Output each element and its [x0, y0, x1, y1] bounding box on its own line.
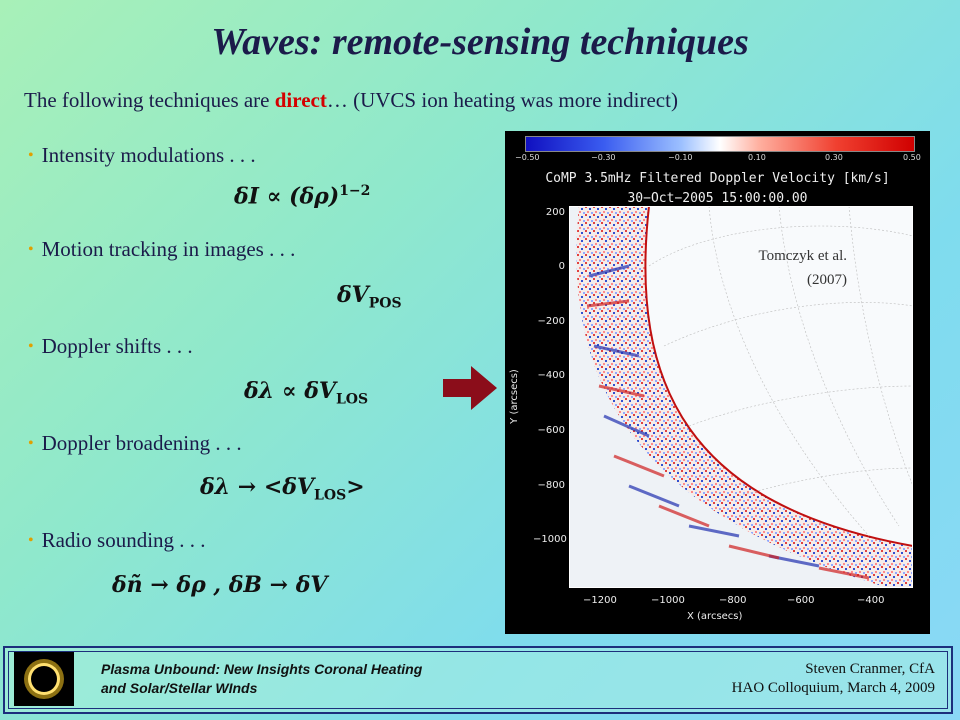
y-tick: 0 — [558, 261, 565, 272]
bullet-label: Radio sounding . . . — [41, 528, 206, 552]
formula-radio: δñ → δρ , δB → δV — [112, 572, 327, 598]
footer-author: Steven Cranmer, CfA HAO Colloquium, Marc… — [732, 660, 935, 698]
y-tick: −400 — [537, 370, 565, 381]
bullet-icon: • — [28, 241, 34, 258]
formula-text: δλ ∝ δV — [244, 378, 336, 404]
footer-event: Plasma Unbound: New Insights Coronal Hea… — [101, 660, 422, 698]
solar-disk-image — [569, 206, 913, 588]
x-tick: −1000 — [651, 595, 685, 606]
colorbar-tick: 0.10 — [748, 153, 766, 162]
footer-author-name: Steven Cranmer, CfA — [805, 661, 935, 677]
footer-inner-border — [8, 651, 948, 709]
colorbar-tick: −0.50 — [515, 153, 540, 162]
bullet-icon: • — [28, 147, 34, 164]
doppler-velocity-figure: −0.50 −0.30 −0.10 0.10 0.30 0.50 CoMP 3.… — [505, 131, 930, 634]
formula-text: δñ → δρ , δB → δV — [112, 572, 328, 598]
colorbar-tick: 0.30 — [825, 153, 843, 162]
bullet-label: Doppler broadening . . . — [41, 431, 242, 455]
footer-event-line2: and Solar/Stellar WInds — [101, 680, 258, 696]
formula-sup: 1−2 — [339, 183, 371, 199]
figure-credit-year: (2007) — [807, 272, 847, 288]
x-tick: −400 — [857, 595, 885, 606]
formula-sub: POS — [368, 295, 402, 312]
slide-subtitle: The following techniques are direct… (UV… — [24, 88, 678, 113]
y-tick: −200 — [537, 316, 565, 327]
formula-sub: LOS — [335, 391, 369, 408]
figure-credit-author: Tomczyk et al. — [758, 248, 848, 264]
formula-text: δV — [337, 282, 369, 308]
colorbar-tick: 0.50 — [903, 153, 921, 162]
slide-footer: Plasma Unbound: New Insights Coronal Hea… — [3, 646, 953, 714]
footer-venue-date: HAO Colloquium, March 4, 2009 — [731, 680, 935, 696]
solar-eclipse-icon — [14, 652, 74, 706]
formula-text: δλ → <δV — [200, 474, 315, 500]
subtitle-pre: The following techniques are — [24, 88, 275, 112]
bullet-motion: • Motion tracking in images . . . — [28, 237, 295, 262]
bullet-doppler-broadening: • Doppler broadening . . . — [28, 431, 242, 456]
figure-date: 30−Oct−2005 15:00:00.00 — [627, 191, 808, 206]
subtitle-post: … (UVCS ion heating was more indirect) — [326, 88, 678, 112]
formula-doppler-shifts: δλ ∝ δVLOS — [244, 378, 368, 407]
y-tick: −800 — [537, 480, 565, 491]
formula-doppler-broadening: δλ → <δVLOS> — [200, 474, 365, 503]
formula-intensity: δI ∝ (δρ)1−2 — [234, 183, 370, 209]
formula-motion: δVPOS — [337, 282, 402, 311]
slide-title: Waves: remote-sensing techniques — [211, 21, 749, 63]
subtitle-emphasis: direct — [274, 88, 327, 112]
figure-title: CoMP 3.5mHz Filtered Doppler Velocity [k… — [545, 171, 890, 186]
colorbar-tick: −0.10 — [668, 153, 693, 162]
formula-sub: LOS — [314, 487, 347, 504]
bullet-icon: • — [28, 532, 34, 549]
bullet-label: Doppler shifts . . . — [41, 334, 193, 358]
bullet-intensity: • Intensity modulations . . . — [28, 143, 256, 168]
bullet-doppler-shifts: • Doppler shifts . . . — [28, 334, 193, 359]
footer-event-line1: Plasma Unbound: New Insights Coronal Hea… — [101, 661, 423, 677]
y-tick: 200 — [545, 207, 565, 218]
y-axis-label: Y (arcsecs) — [508, 369, 520, 424]
colorbar — [525, 136, 915, 152]
formula-text: δI ∝ (δρ) — [234, 183, 340, 210]
bullet-label: Intensity modulations . . . — [41, 143, 256, 167]
y-tick: −1000 — [533, 534, 567, 545]
bullet-label: Motion tracking in images . . . — [41, 237, 296, 261]
y-tick: −600 — [537, 425, 565, 436]
x-tick: −600 — [787, 595, 815, 606]
colorbar-tick: −0.30 — [591, 153, 616, 162]
x-axis-label: X (arcsecs) — [687, 611, 743, 622]
bullet-radio: • Radio sounding . . . — [28, 528, 206, 553]
x-tick: −800 — [719, 595, 747, 606]
formula-post: > — [346, 474, 365, 500]
right-arrow-icon — [443, 366, 497, 410]
x-tick: −1200 — [583, 595, 617, 606]
bullet-icon: • — [28, 338, 34, 355]
bullet-icon: • — [28, 435, 34, 452]
